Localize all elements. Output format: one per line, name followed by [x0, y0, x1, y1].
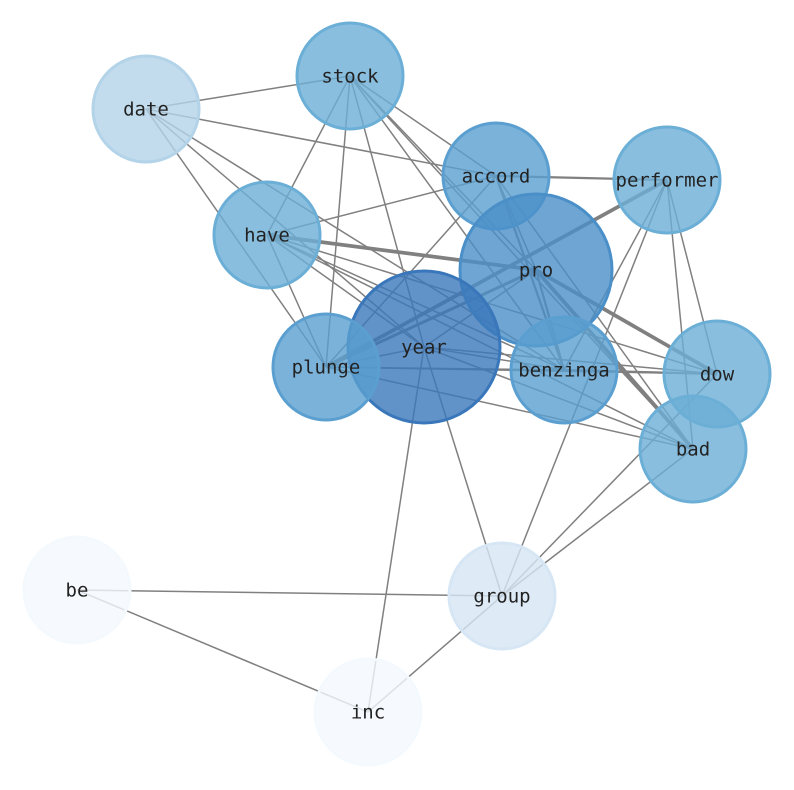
node-label-date: date: [123, 99, 169, 121]
node-label-pro: pro: [519, 260, 553, 282]
node-label-plunge: plunge: [292, 357, 361, 379]
node-be[interactable]: [22, 535, 132, 645]
edge-date-accord: [145, 108, 497, 177]
node-label-have: have: [244, 225, 290, 247]
node-benzinga[interactable]: [509, 315, 619, 425]
node-plunge[interactable]: [271, 312, 381, 422]
node-have[interactable]: [212, 180, 322, 290]
node-performer[interactable]: [612, 125, 722, 235]
node-inc[interactable]: [313, 657, 423, 767]
node-date[interactable]: [91, 54, 201, 164]
node-label-group: group: [473, 586, 530, 608]
node-label-bad: bad: [676, 439, 710, 461]
node-label-performer: performer: [616, 170, 719, 192]
edge-be-group: [76, 589, 503, 597]
node-label-benzinga: benzinga: [518, 360, 610, 382]
node-label-accord: accord: [462, 166, 531, 188]
node-label-year: year: [401, 337, 447, 359]
node-label-be: be: [66, 580, 89, 602]
node-stock[interactable]: [295, 21, 405, 131]
node-label-inc: inc: [351, 702, 385, 724]
node-label-dow: dow: [700, 364, 735, 386]
node-bad[interactable]: [638, 394, 748, 504]
node-group[interactable]: [447, 541, 557, 651]
nodes: [22, 21, 772, 767]
node-label-stock: stock: [321, 66, 379, 88]
